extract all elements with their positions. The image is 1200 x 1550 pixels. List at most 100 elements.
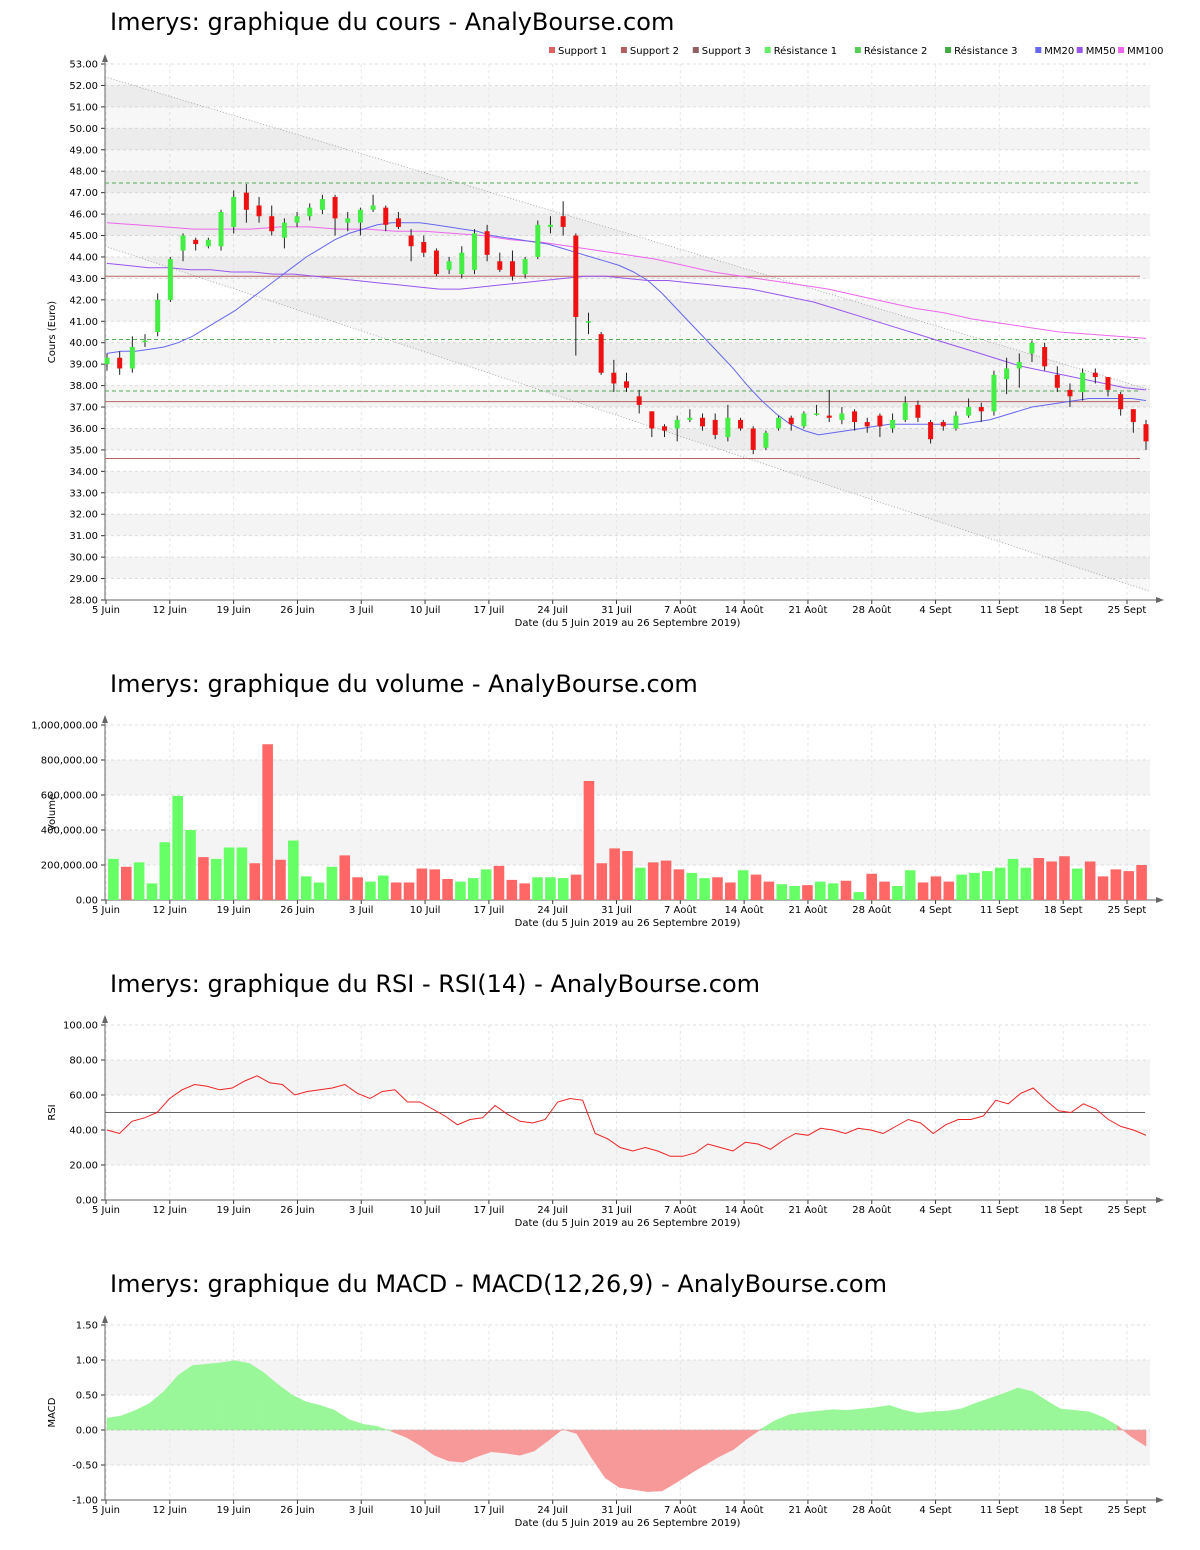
volume-x-tick-label: 7 Août — [664, 904, 697, 916]
macd-area-segment — [590, 1429, 606, 1479]
macd-area-segment — [434, 1429, 449, 1462]
volume-bar — [956, 874, 967, 900]
price-y-tick-label: 44.00 — [69, 252, 98, 263]
rsi-y-tick-label: 0.00 — [76, 1196, 98, 1207]
volume-bar — [288, 840, 299, 900]
volume-bar — [930, 876, 942, 900]
volume-grid-band — [105, 760, 1150, 795]
price-grid-band — [105, 299, 1150, 322]
macd-area-segment — [220, 1360, 236, 1431]
price-y-tick-label: 47.00 — [69, 188, 98, 199]
volume-x-tick-label: 12 Juin — [153, 905, 187, 916]
price-y-axis-arrow — [102, 54, 108, 62]
macd-area-segment — [960, 1402, 976, 1431]
macd-x-tick-label: 21 Août — [788, 1504, 827, 1516]
legend-label: Support 3 — [702, 46, 751, 57]
volume-bar — [506, 879, 518, 900]
macd-area-segment — [490, 1429, 506, 1454]
price-y-tick-label: 32.00 — [69, 510, 98, 521]
macd-area-segment — [989, 1393, 1004, 1431]
price-x-axis-arrow — [1156, 597, 1164, 603]
price-grid-band — [105, 214, 1150, 236]
legend-swatch — [854, 47, 861, 53]
rsi-y-tick-label: 100.00 — [63, 1021, 98, 1032]
candle-body — [585, 321, 591, 323]
candle-body — [852, 411, 858, 423]
volume-bar — [1110, 869, 1122, 900]
macd-x-tick-label: 25 Sept — [1108, 1505, 1147, 1516]
volume-bar — [352, 877, 363, 900]
candle-body — [725, 417, 731, 438]
legend-label: MM20 — [1044, 46, 1074, 57]
price-y-tick-label: 34.00 — [69, 467, 98, 478]
volume-bar — [1007, 858, 1019, 900]
volume-bar — [1072, 868, 1083, 900]
macd-area-segment — [320, 1405, 336, 1431]
macd-area-segment — [505, 1429, 521, 1456]
macd-area-segment — [106, 1415, 122, 1431]
candle-body — [890, 419, 896, 429]
price-y-tick-label: 39.00 — [69, 360, 98, 371]
volume-bar — [223, 847, 235, 900]
candle-body — [1004, 368, 1010, 380]
volume-bar — [763, 881, 775, 900]
volume-x-tick-label: 25 Sept — [1108, 905, 1147, 916]
candle-body — [978, 407, 984, 412]
candle-body — [573, 235, 579, 317]
macd-area-segment — [362, 1424, 378, 1431]
candle-body — [522, 259, 528, 275]
volume-bar — [647, 862, 659, 900]
volume-bar — [673, 869, 685, 900]
legend-label: Résistance 1 — [774, 45, 837, 57]
volume-bar — [699, 878, 710, 900]
macd-area-segment — [462, 1429, 478, 1463]
macd-x-tick-label: 28 Août — [852, 1504, 891, 1516]
candle-body — [1105, 377, 1111, 390]
candle-body — [421, 241, 427, 253]
candle-body — [700, 417, 706, 427]
price-grid-band — [105, 514, 1150, 536]
price-y-tick-label: 48.00 — [69, 167, 98, 178]
macd-area-segment — [846, 1408, 862, 1431]
volume-chart: 0.00 200,000.00 400,000.00 600,000.00 800,00… — [31, 715, 1164, 929]
volume-y-axis-label: Volume — [47, 794, 58, 831]
macd-area-segment — [690, 1429, 706, 1474]
volume-bar — [827, 883, 839, 900]
macd-x-axis-label: Date (du 5 Juin 2019 au 26 Septembre 201… — [515, 1518, 741, 1529]
volume-bar — [917, 882, 929, 900]
macd-x-axis-arrow — [1156, 1497, 1164, 1503]
macd-area-segment — [1031, 1390, 1047, 1431]
price-y-tick-label: 28.00 — [69, 596, 98, 607]
price-x-tick-label: 7 Août — [664, 604, 697, 616]
candle-body — [1130, 409, 1136, 423]
candle-body — [281, 222, 287, 238]
rsi-x-tick-label: 19 Juin — [216, 1205, 250, 1216]
macd-area-segment — [661, 1429, 677, 1492]
price-y-tick-label: 42.00 — [69, 295, 98, 306]
volume-y-tick-label: 200,000.00 — [41, 861, 98, 872]
candle-body — [535, 224, 541, 257]
candle-body — [915, 404, 921, 418]
macd-area-segment — [917, 1411, 933, 1431]
candle-body — [991, 374, 997, 412]
legend-label: Support 1 — [558, 46, 607, 57]
candle-body — [117, 357, 123, 369]
volume-bar — [467, 878, 479, 900]
macd-area-segment — [1074, 1410, 1090, 1431]
candle-body — [193, 239, 199, 245]
macd-area-segment — [932, 1410, 948, 1431]
rsi-x-tick-label: 24 Juil — [537, 1205, 568, 1216]
volume-bar — [712, 877, 723, 900]
rsi-y-axis-label: RSI — [47, 1104, 58, 1120]
rsi-x-tick-label: 17 Juil — [474, 1205, 505, 1216]
volume-bar — [120, 866, 132, 900]
macd-x-tick-label: 14 Août — [725, 1504, 764, 1516]
volume-bar — [108, 858, 119, 900]
volume-bar — [814, 881, 826, 900]
price-x-tick-label: 26 Juin — [280, 605, 314, 616]
price-x-tick-label: 31 Juil — [601, 605, 632, 616]
candle-body — [814, 413, 820, 415]
candle-body — [243, 192, 249, 210]
candle-body — [1042, 347, 1048, 367]
